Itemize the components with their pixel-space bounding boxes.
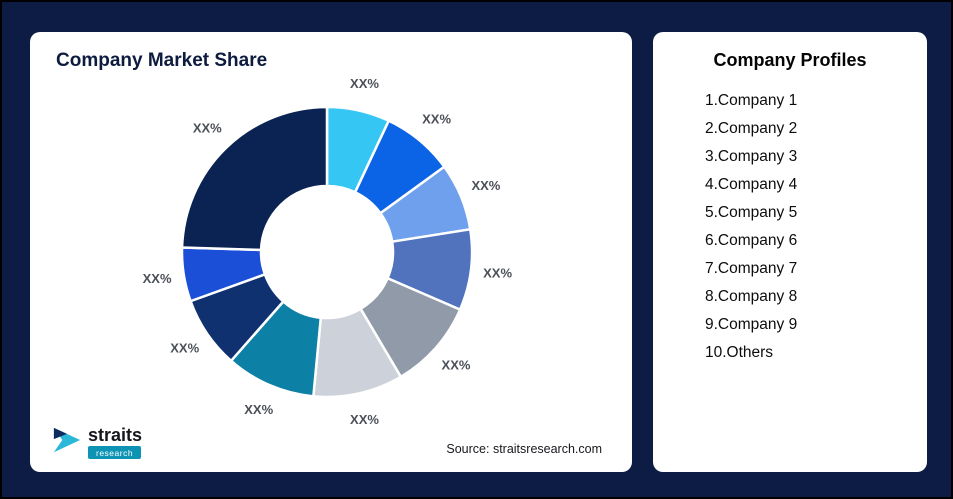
list-item: 4.Company 4 (705, 176, 798, 194)
logo-text-sub: research (88, 446, 142, 459)
list-item: 5.Company 5 (705, 204, 798, 222)
slice-label: XX% (442, 358, 471, 373)
donut-chart-svg: XX% XX% XX% XX% XX% XX% XX% XX% XX% XX% (143, 76, 513, 427)
slice-label: XX% (143, 271, 172, 286)
straits-research-logo: straits research (52, 425, 142, 460)
profiles-title: Company Profiles (713, 50, 867, 70)
slice-label: XX% (244, 402, 273, 417)
company-profiles-card: Company Profiles 1.Company 1 2.Company 2… (653, 32, 927, 472)
slice-label: XX% (350, 412, 379, 427)
list-item: 9.Company 9 (705, 316, 798, 334)
slice-label: XX% (483, 266, 512, 281)
list-item: 8.Company 8 (705, 288, 798, 306)
slice-label: XX% (170, 341, 199, 356)
slice-label: XX% (193, 121, 222, 136)
list-item: 6.Company 6 (705, 232, 798, 250)
list-item: 1.Company 1 (705, 92, 798, 109)
straits-logo-icon (52, 425, 82, 460)
market-share-card: Company Market Share XX% XX% XX% XX% XX% XX% X… (30, 32, 632, 472)
list-item: 3.Company 3 (705, 148, 798, 166)
donut-segment-10 (180, 105, 329, 252)
profiles-list: 1.Company 1 2.Company 2 3.Company 3 4.Co… (705, 92, 797, 372)
list-item: 10.Others (705, 344, 774, 362)
slice-label: XX% (422, 112, 451, 127)
list-item: 2.Company 2 (705, 120, 798, 138)
slice-label: XX% (471, 178, 500, 193)
chart-title: Company Market Share (56, 50, 268, 71)
logo-text-main: straits (88, 425, 143, 445)
list-item: 7.Company 7 (705, 260, 798, 278)
logo-text: straits research (88, 426, 142, 459)
slice-label: XX% (350, 76, 379, 91)
source-attribution: Source: straitsresearch.com (446, 442, 602, 456)
